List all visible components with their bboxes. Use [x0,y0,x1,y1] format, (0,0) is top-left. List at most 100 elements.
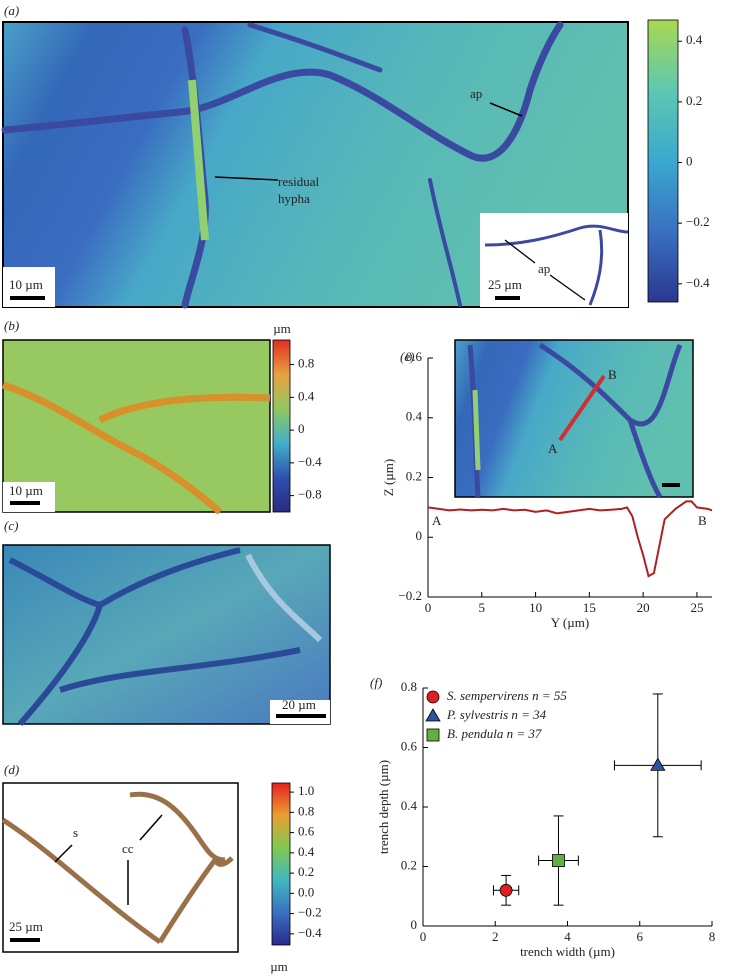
x-tick-label: 8 [709,929,716,944]
colorbar-tick-label: 0.2 [686,93,702,108]
marker [552,854,565,867]
panel-label: (a) [4,3,19,18]
arrow [489,102,523,117]
x-tick-label: 0 [420,929,427,944]
y-tick-label: 0.4 [406,409,423,424]
arrow [549,274,586,301]
colorbar-tick-label: −0.8 [298,487,322,502]
inset-hyphae [484,224,629,306]
annotation: B [698,513,707,528]
colorbar-tick-label: 0.4 [298,388,315,403]
scale-label: 10 µm [9,483,43,498]
x-axis-label: trench width (µm) [520,944,615,959]
panel-label: (d) [4,762,19,777]
annotation: residual [278,174,320,189]
annotation: cc [122,841,134,856]
panel-c: (c) 20 µm [2,518,331,726]
y-tick-label: 0.2 [406,468,422,483]
panel-a: (a) ap residual hypha 10 µm ap 25 µm [1,3,629,309]
legend-label: P. sylvestris n = 34 [446,707,547,722]
colorbar-tick-label: −0.2 [298,905,322,920]
colorbar [272,339,291,513]
x-tick-label: 15 [583,600,596,615]
y-tick-label: 0 [411,917,418,932]
panel-d: (d) s cc 25 µm [1,762,239,953]
marker [650,757,666,771]
panel-label: (f) [370,675,382,690]
colorbar-tick-label: 0 [298,421,305,436]
annotation: s [73,825,78,840]
colorbar-tick-label: 0 [686,154,693,169]
colorbar-tick-label: −0.2 [686,214,710,229]
y-tick-label: 0.6 [401,738,418,753]
x-tick-label: 20 [637,600,650,615]
x-axis-label: Y (µm) [551,615,589,630]
x-tick-label: 6 [637,929,644,944]
arrow [54,844,73,863]
y-tick-label: 0.8 [401,679,417,694]
residual-hypha [472,389,481,471]
hyphae [8,547,323,726]
colorbar-tick-label: −0.4 [686,275,710,290]
colorbar-unit: µm [270,959,288,974]
arrow [214,176,279,181]
scale-label: 25 µm [488,277,522,292]
scale-box [270,700,330,724]
profile-line [427,500,713,578]
x-tick-label: 0 [425,600,432,615]
colorbar-tick-label: 0.8 [298,356,314,371]
colorbar-unit: µm [273,321,291,336]
colorbar-tick-label: 0.6 [298,824,315,839]
colorbar [647,19,679,303]
scale-box [3,267,55,307]
scale-label: 25 µm [9,919,43,934]
colorbar-tick-label: 0.0 [298,884,314,899]
inset [480,213,628,307]
panel-label: (e) [400,349,414,364]
annotation: A [432,513,442,528]
colorbar-tick-label: −0.4 [298,454,322,469]
annotation: hypha [278,191,310,206]
scale-box [3,482,55,512]
arrow [139,814,163,841]
y-axis-label: trench depth (µm) [376,760,391,854]
panel-label: (c) [4,518,18,533]
x-tick-label: 5 [479,600,486,615]
marker [499,883,513,897]
colorbar-tick-label: 0.8 [298,803,314,818]
annotation: B [608,367,617,382]
y-tick-label: 0 [416,528,423,543]
colorbar-tick-label: 1.0 [298,783,314,798]
legend-label: B. pendula n = 37 [447,726,542,741]
annotation: A [548,441,558,456]
profile-line [558,374,606,442]
panel-b: (b) 10 µm [1,318,271,515]
x-tick-label: 4 [564,929,571,944]
colorbar [271,782,291,946]
legend-marker [426,728,440,742]
colorbar-tick-label: −0.4 [298,925,322,940]
legend-marker [425,708,441,722]
y-tick-label: 0.4 [401,798,418,813]
annotation: ap [538,261,550,276]
colorbar-tick-label: 0.4 [298,844,315,859]
scale-label: 20 µm [282,697,316,712]
y-tick-label: −0.2 [398,588,422,603]
scale-label: 10 µm [9,277,43,292]
panel-label: (b) [4,318,19,333]
inset-e: A B [454,339,694,499]
micrograph [2,782,239,953]
x-tick-label: 2 [492,929,499,944]
legend-marker [426,690,440,704]
colorbar-tick-label: 0.4 [686,32,703,47]
arrow [504,239,536,264]
hyphae [1,791,234,945]
legend-label: S. sempervirens n = 55 [447,688,567,703]
annotation: ap [470,86,482,101]
y-axis-label: Z (µm) [381,459,396,496]
hyphae [1,381,271,515]
colorbar-tick-label: 0.2 [298,864,314,879]
residual-hypha [188,79,209,241]
y-tick-label: 0.6 [406,349,423,364]
